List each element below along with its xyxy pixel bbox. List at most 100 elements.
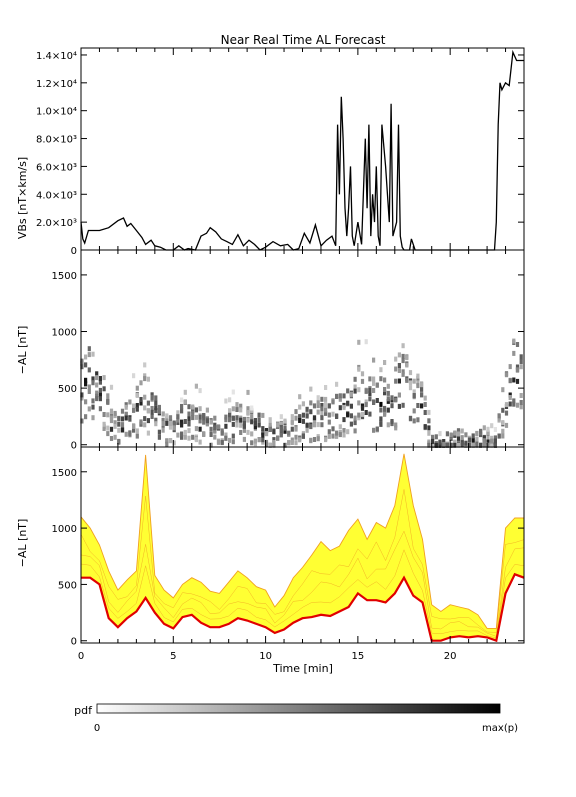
pdf-cell bbox=[95, 382, 99, 388]
pdf-cell bbox=[213, 415, 217, 421]
pdf-cell bbox=[375, 426, 379, 432]
pdf-cell bbox=[102, 426, 106, 431]
pdf-cell bbox=[180, 397, 184, 403]
y-tick-label: 8.0×10³ bbox=[36, 135, 77, 146]
pdf-cell bbox=[84, 377, 88, 383]
pdf-cell bbox=[364, 410, 368, 415]
pdf-cell bbox=[372, 357, 376, 363]
pdf-cell bbox=[283, 428, 287, 434]
pdf-cell bbox=[475, 436, 479, 442]
pdf-cell bbox=[338, 424, 342, 430]
pdf-cell bbox=[165, 413, 169, 419]
pdf-cell bbox=[490, 438, 494, 444]
pdf-cell bbox=[102, 386, 106, 392]
pdf-cell bbox=[327, 419, 331, 425]
pdf-cell bbox=[132, 423, 136, 429]
pdf-cell bbox=[353, 388, 357, 394]
pdf-cell bbox=[191, 408, 195, 414]
pdf-cell bbox=[80, 364, 84, 370]
pdf-cell bbox=[187, 411, 191, 417]
pdf-cell bbox=[493, 438, 497, 444]
pdf-cell bbox=[228, 408, 232, 414]
pdf-cell bbox=[98, 376, 102, 381]
pdf-cell bbox=[501, 433, 505, 439]
pdf-cell bbox=[324, 396, 328, 402]
pdf-cell bbox=[405, 362, 409, 368]
pdf-cell bbox=[235, 402, 239, 408]
pdf-cell bbox=[379, 416, 383, 422]
pdf-cell bbox=[180, 408, 184, 414]
pdf-cell bbox=[213, 422, 217, 428]
pdf-cell bbox=[165, 420, 169, 426]
pdf-cell bbox=[301, 401, 305, 407]
pdf-cell bbox=[368, 411, 372, 417]
pdf-cell bbox=[482, 425, 486, 431]
pdf-cell bbox=[416, 373, 420, 379]
pdf-cell bbox=[512, 377, 516, 383]
pdf-cell bbox=[257, 422, 261, 428]
pdf-cell bbox=[331, 426, 335, 432]
pdf-cell bbox=[342, 428, 346, 433]
pdf-cell bbox=[342, 432, 346, 438]
pdf-cell bbox=[504, 410, 509, 416]
pdf-cell bbox=[456, 431, 461, 437]
pdf-cell bbox=[120, 416, 125, 422]
pdf-cell bbox=[467, 437, 472, 443]
pdf-cell bbox=[298, 404, 302, 410]
vbs-axis-label: VBs [nT×km/s] bbox=[16, 157, 29, 239]
pdf-cell bbox=[87, 367, 91, 373]
pdf-cell bbox=[194, 426, 198, 432]
pdf-cell bbox=[106, 399, 110, 405]
pdf-cell bbox=[228, 397, 232, 403]
pdf-cell bbox=[102, 375, 106, 381]
pdf-cell bbox=[117, 438, 121, 444]
pdf-cell bbox=[504, 402, 509, 408]
pdf-cell bbox=[438, 431, 442, 437]
colorbar-min-label: 0 bbox=[94, 723, 100, 734]
pdf-cell bbox=[324, 385, 328, 390]
pdf-cell bbox=[150, 392, 154, 398]
pdf-cell bbox=[139, 400, 143, 406]
y-tick-label: 0 bbox=[71, 246, 77, 257]
pdf-cell bbox=[242, 423, 246, 429]
pdf-cell bbox=[231, 439, 235, 445]
pdf-cell bbox=[501, 407, 505, 413]
pdf-cell bbox=[420, 403, 424, 409]
pdf-cell bbox=[139, 380, 143, 386]
pdf-cell bbox=[416, 403, 420, 408]
pdf-cell bbox=[386, 383, 390, 389]
pdf-cell bbox=[272, 429, 276, 435]
pdf-cell bbox=[349, 391, 353, 397]
pdf-cell bbox=[309, 424, 313, 430]
pdf-cell bbox=[239, 407, 243, 413]
pdf-cell bbox=[146, 376, 150, 382]
pdf-cell bbox=[172, 440, 176, 446]
pdf-cell bbox=[512, 338, 516, 344]
pdf-cell bbox=[335, 433, 339, 439]
pdf-cell bbox=[338, 405, 342, 411]
pdf-cell bbox=[423, 395, 427, 401]
pdf-cell bbox=[224, 423, 228, 429]
pdf-cell bbox=[475, 439, 479, 445]
pdf-cell bbox=[172, 421, 176, 427]
pdf-cell bbox=[268, 417, 272, 423]
pdf-cell bbox=[453, 430, 457, 436]
pdf-cell bbox=[80, 358, 84, 364]
pdf-cell bbox=[353, 428, 357, 434]
pdf-cell bbox=[113, 420, 117, 426]
pdf-cell bbox=[209, 419, 213, 425]
pdf-cell bbox=[397, 403, 401, 409]
pdf-cell bbox=[213, 428, 217, 434]
pdf-cell bbox=[346, 388, 350, 394]
pdf-cell bbox=[250, 414, 254, 420]
pdf-cell bbox=[250, 405, 254, 411]
pdf-cell bbox=[231, 421, 235, 427]
y-tick-label: 4.0×10³ bbox=[36, 190, 77, 201]
pdf-cell bbox=[146, 430, 150, 436]
pdf-cell bbox=[298, 414, 302, 420]
pdf-cell bbox=[95, 396, 99, 402]
pdf-cell bbox=[143, 376, 147, 382]
pdf-cell bbox=[515, 364, 520, 370]
pdf-cell bbox=[338, 393, 342, 399]
